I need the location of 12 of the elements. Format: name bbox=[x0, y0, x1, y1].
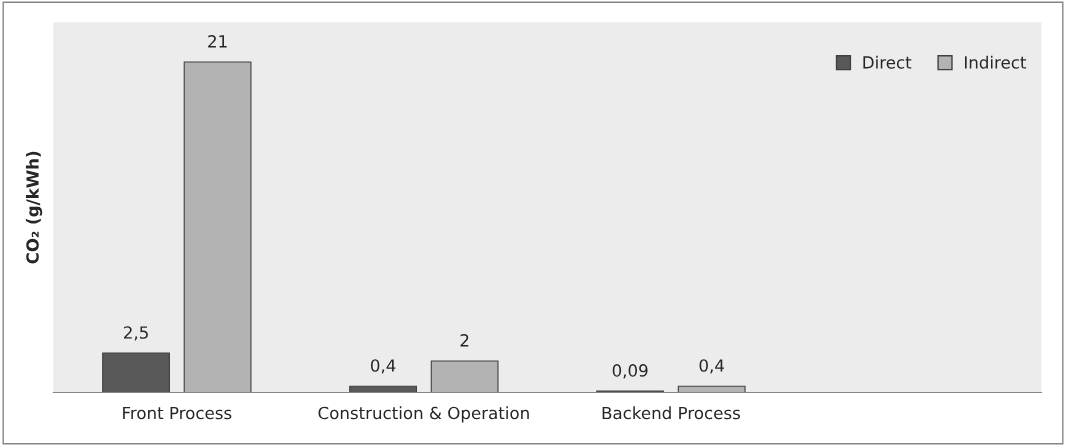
data-label: 0,4 bbox=[370, 359, 396, 374]
x-tick-label: Front Process bbox=[123, 406, 232, 420]
data-label: 0,09 bbox=[612, 364, 648, 379]
x-tick-label: Backend Process bbox=[602, 406, 740, 420]
data-label: 2,5 bbox=[124, 326, 148, 341]
data-label: 0,4 bbox=[699, 359, 724, 374]
x-tick-label: Construction & Operation bbox=[318, 406, 529, 423]
data-label: 2 bbox=[460, 334, 469, 347]
legend-label: Indirect bbox=[965, 55, 1027, 69]
y-axis-title: CO₂ (g/kWh) bbox=[25, 151, 43, 264]
data-label: 21 bbox=[208, 35, 227, 48]
legend-label: Direct bbox=[863, 55, 912, 69]
